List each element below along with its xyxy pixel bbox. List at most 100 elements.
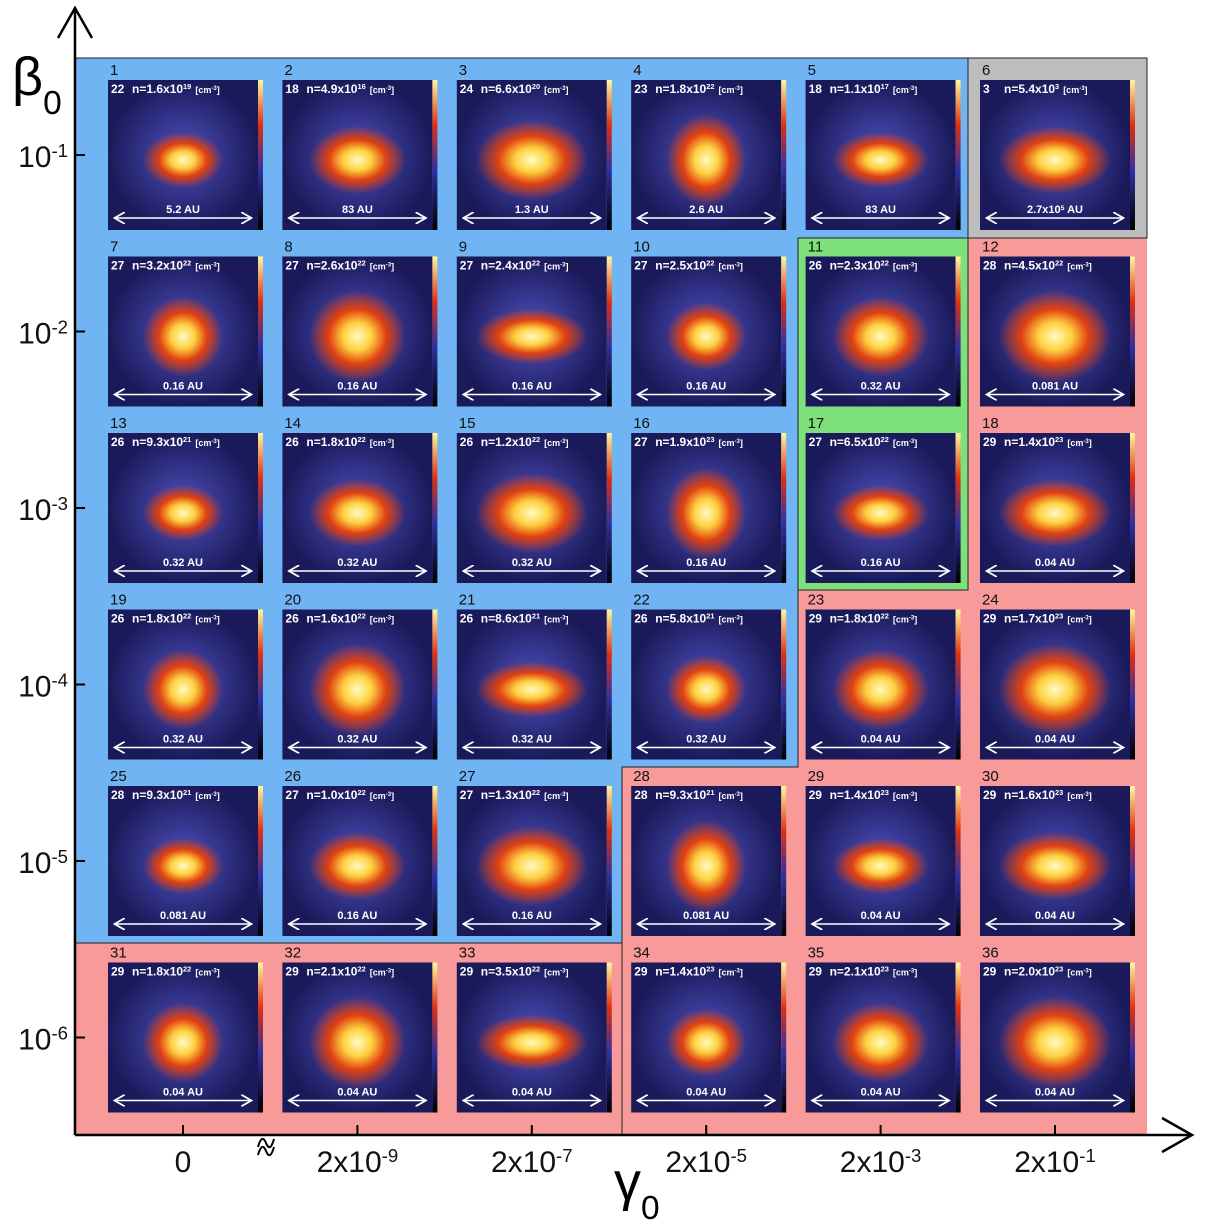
text-part: -3 — [51, 493, 68, 514]
text-part: 0.16 AU — [512, 910, 552, 922]
text-part: ] — [217, 85, 220, 95]
panel-structure — [143, 838, 223, 894]
text-part: [cm — [370, 968, 386, 978]
text-part: 2x10 — [491, 1146, 556, 1179]
text-part: 21 — [706, 788, 714, 797]
panel: 1926n=1.8x1022[cm-3]0.32 AU — [108, 592, 263, 760]
text-part: n=8.6x10 — [481, 612, 532, 626]
text-part: ] — [740, 791, 743, 801]
panel-structure — [999, 479, 1111, 547]
panel-structure — [476, 1015, 588, 1071]
text-part: [cm — [719, 85, 735, 95]
panel-number: 17 — [808, 415, 825, 432]
text-part: n=1.4x10 — [1004, 435, 1055, 449]
text-part: ] — [740, 438, 743, 448]
text-part: 20 — [532, 82, 540, 91]
text-part: 0.32 AU — [512, 734, 552, 746]
text-part: n=6.6x10 — [481, 82, 532, 96]
text-part: n=1.9x10 — [655, 435, 706, 449]
panel-number: 30 — [982, 768, 999, 785]
panel-number: 2 — [284, 62, 292, 79]
scale-label: 0.04 AU — [861, 910, 901, 922]
text-part: n=1.8x10 — [132, 612, 183, 626]
scale-label: 0.04 AU — [163, 1087, 203, 1099]
text-part: [cm — [370, 85, 386, 95]
text-part: 0 — [175, 1146, 192, 1179]
colorbar — [956, 257, 961, 407]
text-part: [cm — [1067, 968, 1083, 978]
panel: 63n=5.4x103[cm-3]2.7x105 AU — [980, 62, 1135, 230]
text-part: ] — [914, 438, 917, 448]
text-part: 10 — [18, 847, 51, 880]
text-part: 0.32 AU — [163, 734, 203, 746]
panel-structure — [999, 997, 1111, 1089]
text-part: 22 — [881, 435, 889, 444]
level: 29 — [809, 788, 823, 802]
text-part: n=1.8x10 — [132, 965, 183, 979]
panel-structure — [999, 126, 1111, 194]
panel: 122n=1.6x1019[cm-3]5.2 AU — [108, 62, 263, 230]
panel: 2727n=1.3x1022[cm-3]0.16 AU — [457, 768, 612, 936]
level: 27 — [285, 259, 299, 273]
text-part: n=1.2x10 — [481, 435, 532, 449]
colorbar — [1130, 610, 1135, 760]
colorbar — [432, 786, 437, 936]
text-part: 22 — [706, 82, 714, 91]
text-part: 0.32 AU — [163, 557, 203, 569]
scale-label: 0.04 AU — [1035, 734, 1075, 746]
level: 29 — [634, 965, 648, 979]
text-part: 3 — [1055, 82, 1059, 91]
panel-number: 14 — [284, 415, 301, 432]
x-tick-label: 2x10-3 — [840, 1145, 922, 1180]
text-part: 0.081 AU — [683, 910, 729, 922]
colorbar — [258, 433, 263, 583]
text-part: 21 — [532, 611, 540, 620]
text-part: 0.16 AU — [512, 381, 552, 393]
panel-structure — [666, 303, 746, 371]
colorbar — [607, 80, 612, 230]
text-part: 0.04 AU — [337, 1087, 377, 1099]
text-part: 10 — [18, 494, 51, 527]
panel: 3129n=1.8x1022[cm-3]0.04 AU — [108, 945, 263, 1113]
scale-label: 0.32 AU — [861, 381, 901, 393]
scale-label: 0.04 AU — [1035, 1087, 1075, 1099]
panel-number: 5 — [808, 62, 816, 79]
x-tick-label: 2x10-9 — [317, 1145, 399, 1180]
panel-structure — [666, 656, 746, 724]
text-part: 10 — [18, 671, 51, 704]
text-part: [cm — [893, 791, 909, 801]
text-part: [cm — [544, 968, 560, 978]
text-part: ] — [217, 262, 220, 272]
text-part: 23 — [881, 964, 889, 973]
level: 29 — [983, 965, 997, 979]
text-part: 0 — [641, 1190, 660, 1227]
x-axis-title: γ0 — [614, 1152, 660, 1227]
colorbar — [1130, 80, 1135, 230]
panel-number: 13 — [110, 415, 127, 432]
text-part: 0.16 AU — [686, 381, 726, 393]
panel-structure — [143, 132, 223, 188]
x-tick-label: 0 — [175, 1146, 192, 1179]
text-part: 0.16 AU — [163, 381, 203, 393]
level: 27 — [111, 259, 125, 273]
panel-structure — [666, 820, 746, 912]
text-part: 2x10 — [665, 1146, 730, 1179]
panel-structure — [833, 838, 929, 894]
colorbar — [432, 80, 437, 230]
panel-structure — [309, 644, 405, 736]
text-part: 22 — [183, 611, 191, 620]
panel-number: 3 — [459, 62, 467, 79]
text-part: ] — [391, 85, 394, 95]
text-part: n=2.6x10 — [306, 259, 357, 273]
colorbar — [781, 610, 786, 760]
colorbar — [432, 257, 437, 407]
scale-label: 0.081 AU — [1032, 381, 1078, 393]
text-part: 22 — [881, 611, 889, 620]
text-part: 0.04 AU — [861, 910, 901, 922]
level: 29 — [285, 965, 299, 979]
y-axis-title: β0 — [12, 47, 62, 122]
panel-structure — [999, 644, 1111, 736]
scale-label: 0.04 AU — [686, 1087, 726, 1099]
text-part: ] — [565, 791, 568, 801]
